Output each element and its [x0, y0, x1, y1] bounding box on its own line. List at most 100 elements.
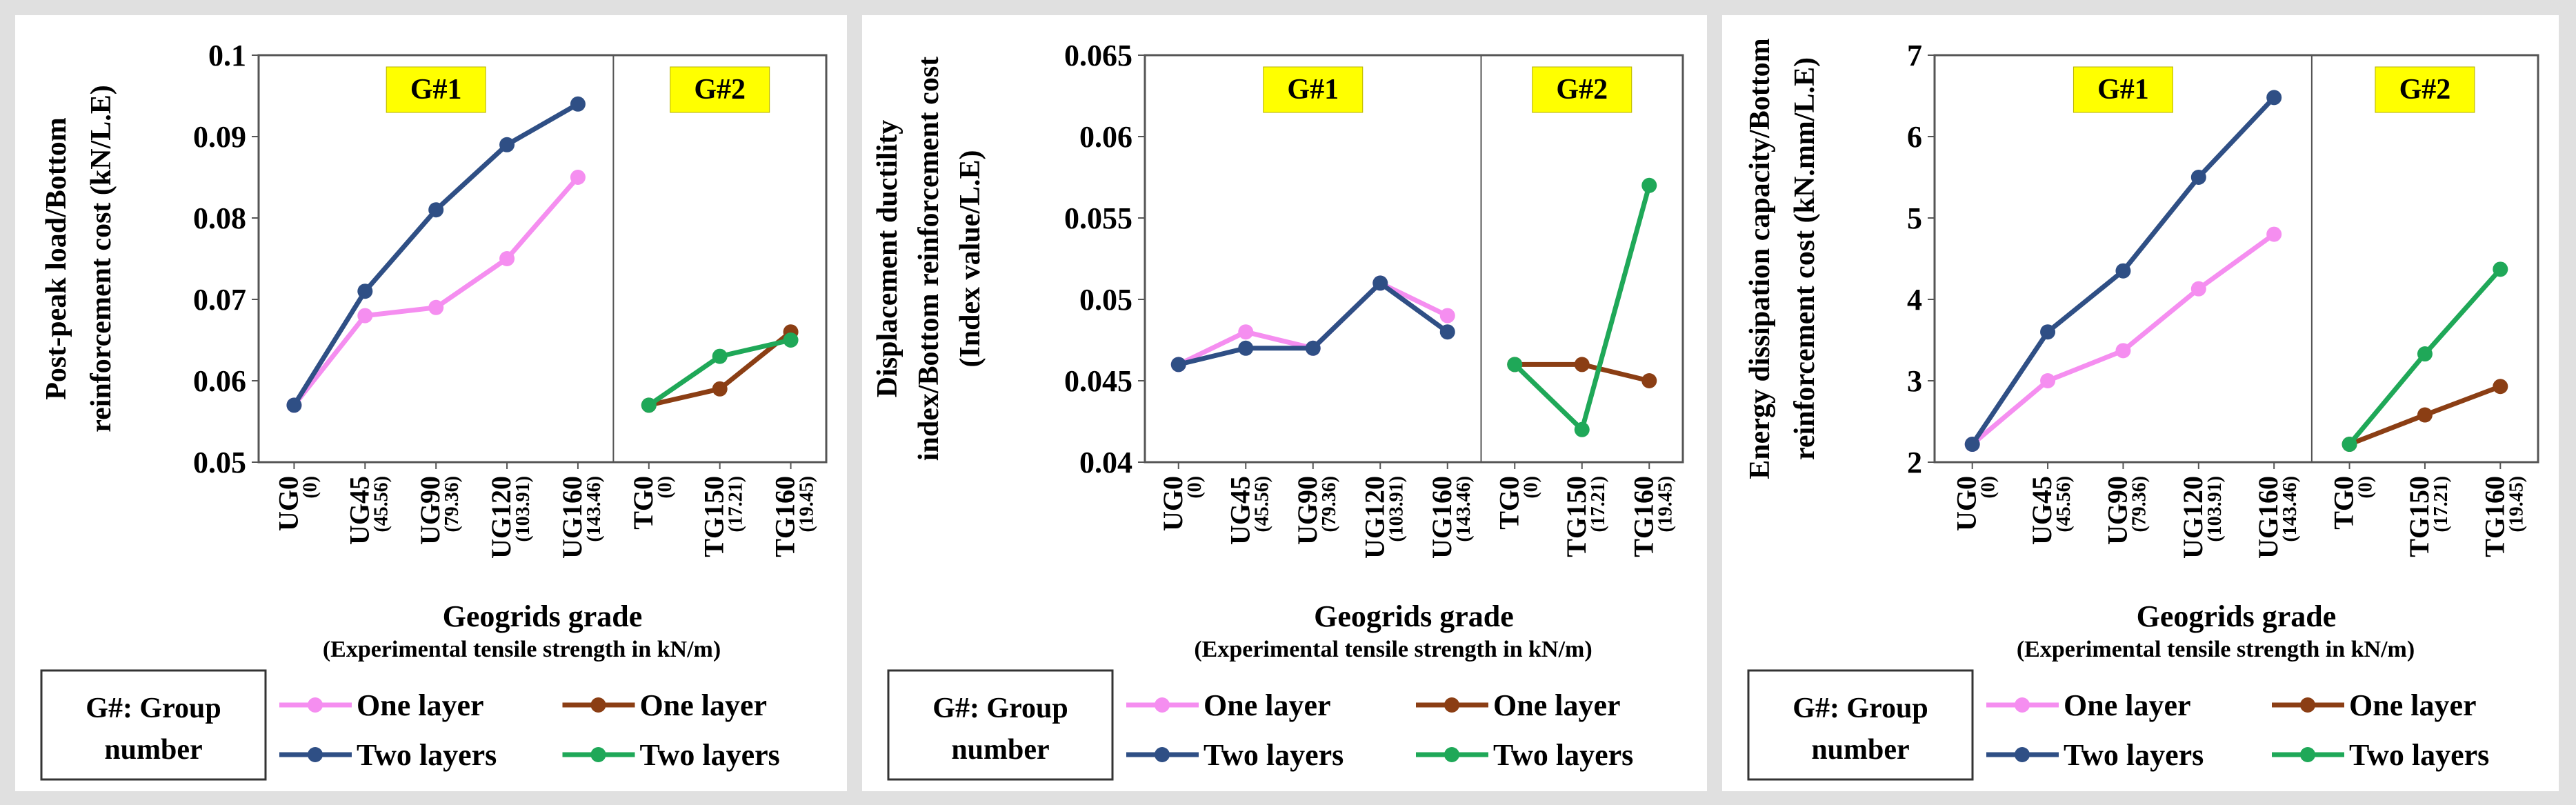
panel-background	[862, 15, 1707, 791]
data-point	[1238, 340, 1254, 356]
legend-swatch-marker	[1444, 697, 1459, 713]
y-axis-title-line: index/Bottom reinforcement cost	[913, 57, 945, 461]
legend-swatch-marker	[590, 747, 606, 762]
legend: G#: Group number One layer Two layers One la…	[887, 669, 1633, 781]
legend-swatch-marker	[1155, 747, 1170, 762]
x-tick-sublabel: (17.21)	[2430, 476, 2452, 533]
legend-entry-label: Two layers	[357, 738, 497, 772]
y-tick-label: 4	[1907, 283, 1922, 317]
y-tick-label: 6	[1907, 120, 1922, 154]
data-point	[1372, 275, 1388, 291]
x-tick-label: UG90	[415, 476, 446, 545]
group-badge-2: G#2	[694, 74, 746, 106]
x-tick-sublabel: (103.91)	[512, 476, 534, 542]
data-point	[428, 299, 444, 315]
data-point	[712, 381, 728, 397]
y-tick-label: 5	[1907, 201, 1922, 235]
x-tick-label: UG120	[486, 476, 517, 559]
data-point	[2190, 281, 2206, 297]
x-tick-sublabel: (19.45)	[2506, 476, 2527, 533]
x-axis-title: Geogrids grade	[2137, 599, 2337, 633]
data-point	[1574, 357, 1590, 372]
legend-group-label: number	[104, 734, 202, 766]
y-tick-label: 0.06	[193, 364, 246, 398]
x-tick-sublabel: (19.45)	[797, 476, 818, 533]
data-point	[2190, 170, 2206, 185]
legend-swatch-marker	[590, 697, 606, 713]
legend-entry-label: Two layers	[2349, 738, 2489, 772]
data-point	[1439, 324, 1455, 340]
x-tick-sublabel: (0)	[1520, 476, 1541, 499]
legend-entry-label: One layer	[2349, 688, 2477, 722]
legend-swatch-marker	[1444, 747, 1459, 762]
data-point	[499, 251, 515, 266]
x-tick-label: TG160	[2479, 476, 2510, 557]
group-badge-bg	[670, 66, 770, 113]
y-axis-title-line: (Index value/L.E)	[955, 150, 986, 367]
y-tick-label: 3	[1907, 364, 1922, 398]
group-badge-bg	[1532, 66, 1633, 113]
x-tick-sublabel: (143.46)	[1453, 476, 1475, 542]
data-point	[1641, 177, 1657, 193]
legend-entry-label: Two layers	[640, 738, 780, 772]
y-tick-label: 0.05	[193, 446, 246, 479]
x-axis-subtitle: (Experimental tensile strength in kN/m)	[1194, 637, 1592, 662]
x-tick-label: TG150	[699, 476, 730, 557]
legend-swatch-marker	[2300, 747, 2315, 762]
data-point	[2417, 346, 2433, 362]
group-badge-2: G#2	[2399, 74, 2451, 106]
x-tick-label: TG160	[1628, 476, 1659, 557]
legend-entry-label: One layer	[640, 688, 768, 722]
legend-group-box	[887, 669, 1114, 781]
group-badge-1: G#1	[410, 74, 462, 106]
x-tick-label: UG120	[2177, 476, 2208, 559]
plot-frame	[257, 54, 828, 464]
plot-frame	[1144, 54, 1684, 464]
x-tick-label: UG0	[1157, 476, 1188, 531]
data-point	[499, 137, 515, 152]
panel-background	[15, 15, 847, 791]
y-axis-title-line: reinforcement cost (kN.mm/L.E)	[1789, 57, 1821, 460]
data-point	[2417, 407, 2433, 423]
x-axis-title: Geogrids grade	[1314, 599, 1514, 633]
x-tick-sublabel: (45.56)	[1251, 476, 1272, 533]
x-tick-label: TG0	[1493, 476, 1524, 530]
data-point	[1439, 308, 1455, 324]
y-axis-title-line: Energy dissipation capacity/Bottom	[1744, 38, 1776, 479]
data-point	[357, 284, 373, 299]
legend-entry-label: One layer	[1204, 688, 1331, 722]
x-tick-label: UG45	[2026, 476, 2057, 545]
y-tick-label: 0.065	[1064, 39, 1132, 72]
legend: G#: Group number One layer Two layers One la…	[1747, 669, 2489, 781]
legend-group-label: number	[951, 734, 1049, 766]
y-tick-label: 0.04	[1079, 446, 1132, 479]
x-tick-sublabel: (79.36)	[441, 476, 463, 533]
x-tick-label: TG150	[2404, 476, 2435, 557]
x-tick-label: TG160	[770, 476, 801, 557]
legend-entry-label: Two layers	[1493, 738, 1633, 772]
group-badge-1: G#1	[2097, 74, 2149, 106]
x-tick-sublabel: (17.21)	[1588, 476, 1609, 533]
legend-entry-label: One layer	[357, 688, 484, 722]
x-tick-sublabel: (79.36)	[1319, 476, 1340, 533]
x-tick-sublabel: (19.45)	[1655, 476, 1676, 533]
x-tick-sublabel: (143.46)	[2279, 476, 2301, 542]
y-tick-label: 7	[1907, 39, 1922, 72]
y-axis-title-line: reinforcement cost (kN/L.E)	[86, 85, 117, 433]
x-tick-label: UG45	[343, 476, 375, 545]
data-point	[1305, 340, 1321, 356]
x-tick-label: UG160	[557, 476, 588, 559]
y-tick-label: 0.06	[1079, 120, 1132, 154]
data-point	[2493, 379, 2508, 395]
group-badge-1: G#1	[1287, 74, 1339, 106]
data-point	[2040, 373, 2056, 388]
x-axis-subtitle: (Experimental tensile strength in kN/m)	[323, 637, 721, 662]
y-axis-title-line: Post-peak load/Bottom	[41, 117, 72, 400]
x-tick-label: UG0	[272, 476, 303, 531]
x-axis-title: Geogrids grade	[443, 599, 643, 633]
data-point	[286, 397, 302, 413]
plot-frame	[1933, 54, 2539, 464]
legend-group-label: G#: Group	[932, 693, 1068, 724]
